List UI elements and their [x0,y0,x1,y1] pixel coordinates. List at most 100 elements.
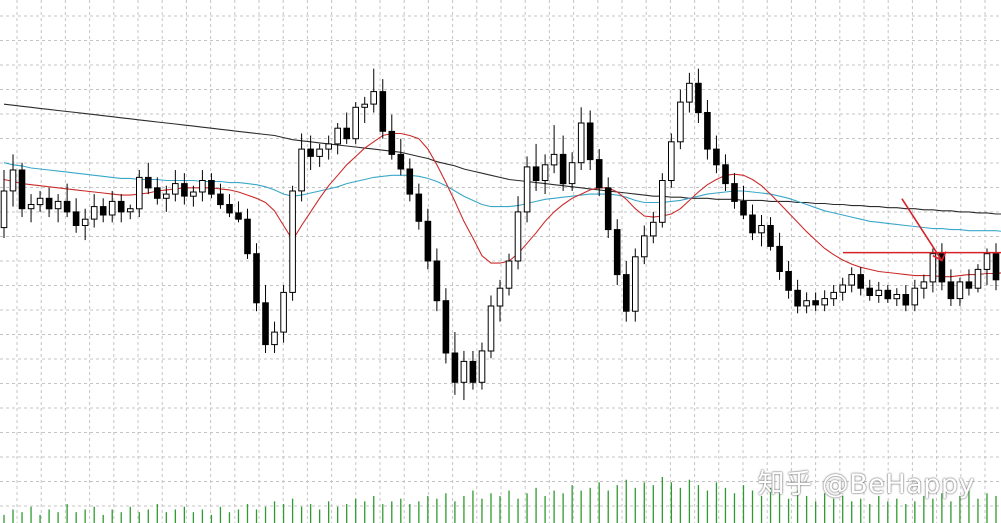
candle-body-up [677,101,684,143]
candle-body-down [794,289,801,307]
candle-body-up [983,253,991,270]
candle-body-up [541,164,549,182]
candle-body-down [586,122,594,161]
candle-body-down [722,164,729,185]
candle-body-down [217,193,224,206]
candle-body-down [262,302,269,346]
candle-body-up [127,208,134,213]
candle-body-up [496,287,504,307]
candle-body-down [992,253,1000,281]
candle-body-up [316,148,323,157]
candle-body-down [740,200,747,216]
candle-body-down [397,153,405,170]
candle-body-up [875,289,883,296]
candle-body-up [361,103,368,108]
candle-body-up [0,190,8,229]
candle-body-up [298,148,305,192]
candle-body-down [595,159,603,189]
candle-body-up [325,143,332,150]
candle-body-up [911,287,919,306]
candle-body-up [370,91,377,105]
candle-body-down [253,253,260,304]
candle-body-up [514,211,522,262]
candle-body-down [45,197,53,210]
candle-body-down [613,229,621,276]
candle-body-down [18,169,26,210]
candle-body-up [803,300,810,307]
candle-body-up [199,180,206,193]
candle-body-down [226,204,233,214]
candle-body-up [758,225,765,234]
candle-body-down [785,271,792,291]
candle-body-down [415,193,423,222]
candle-body-down [965,281,973,289]
candle-body-down [902,294,910,306]
candle-body-up [280,291,287,333]
candle-body-down [63,200,71,213]
candle-body-up [686,82,693,103]
arrow-shaft [901,198,943,262]
candle-body-up [136,176,143,210]
candle-body-down [731,183,738,202]
candle-body-up [460,360,468,383]
candle-body-down [307,148,314,157]
candle-body-up [929,253,937,283]
candle-body-down [713,148,720,166]
candle-body-up [650,221,657,237]
arrow-head [932,251,947,262]
candle-body-down [208,180,215,195]
candle-body-up [668,141,675,182]
candle-body-up [36,197,44,206]
candle-body-down [884,289,892,300]
candle-body-up [659,180,666,223]
candle-body-down [145,176,152,189]
ma-mid-line [3,162,1001,232]
candle-body-down [433,260,441,302]
candle-body-up [478,350,486,383]
candle-body-up [523,166,531,213]
candle-body-up [839,284,847,293]
candle-body-up [289,190,296,293]
candle-body-up [974,268,982,289]
candle-body-up [9,169,17,192]
candle-body-up [577,122,585,164]
candle-body-down [623,274,630,312]
candle-body-up [956,281,964,300]
candle-body-down [947,281,955,300]
candle-body-down [532,166,540,181]
candle-body-down [424,220,432,262]
candle-body-down [99,206,107,216]
candle-body-up [848,274,856,286]
candle-body-down [695,82,702,114]
candle-body-down [72,211,80,226]
candle-body-up [641,235,648,258]
watermark-text: 知乎 @BeHappy [757,469,975,500]
candle-body-up [352,106,359,140]
candle-body-down [704,112,711,150]
candle-body-down [388,130,396,155]
candle-body-up [568,162,576,185]
candle-body-up [821,298,829,306]
candle-body-down [154,187,161,199]
candle-body-up [81,218,89,226]
candle-body-down [776,245,783,272]
candle-body-down [749,214,756,234]
candle-body-up [893,294,901,300]
candle-body-up [90,206,98,220]
candle-body-up [505,260,513,289]
candle-body-up [550,153,558,166]
candle-body-up [27,204,35,210]
candle-body-down [451,352,459,383]
ma-slow-line [3,103,1001,215]
candle-body-down [235,212,242,220]
candle-body-down [866,287,874,297]
candle-body-up [163,193,170,199]
candle-body-down [604,187,612,231]
candle-body-down [442,300,450,354]
candle-body-down [767,225,774,247]
candle-body-down [559,153,567,185]
candle-body-up [487,305,495,352]
candle-body-down [244,218,251,255]
candle-body-up [108,200,116,216]
